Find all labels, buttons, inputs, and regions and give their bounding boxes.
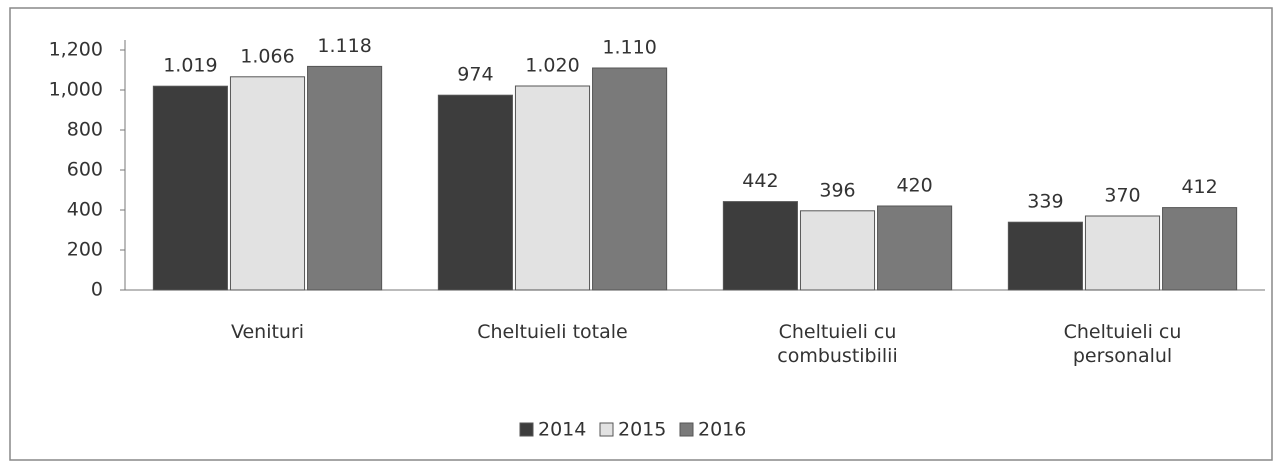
data-label: 1.066 — [240, 45, 294, 67]
x-tick-label: Venituri — [230, 321, 305, 343]
bar — [877, 205, 953, 291]
y-tick-label: 1,200 — [49, 39, 103, 61]
bar — [722, 201, 798, 291]
x-label-box: Venituri — [230, 321, 305, 343]
bar — [1084, 215, 1161, 291]
y-tick-label: 600 — [67, 159, 103, 181]
data-label: 412 — [1181, 176, 1217, 198]
x-label-box: Cheltuieli totale — [477, 321, 628, 343]
legend-swatch — [679, 422, 694, 437]
bar — [514, 85, 591, 291]
bar — [592, 67, 668, 291]
legend-swatch — [599, 422, 614, 437]
y-tick-label: 0 — [91, 279, 103, 301]
x-tick-label: Cheltuieli cu combustibilii — [777, 321, 898, 367]
legend-swatch — [519, 422, 534, 437]
bar — [1162, 207, 1238, 291]
data-label: 339 — [1027, 191, 1063, 213]
y-tick-label: 400 — [67, 199, 103, 221]
y-tick-label: 200 — [67, 239, 103, 261]
legend-label: 2015 — [618, 419, 666, 441]
bar — [307, 65, 383, 291]
x-label-box: Cheltuieli cu combustibilii — [777, 321, 898, 367]
bar — [229, 76, 306, 291]
y-tick-label: 1,000 — [49, 79, 103, 101]
data-label: 1.019 — [163, 55, 217, 77]
data-label: 1.118 — [317, 35, 371, 57]
x-label-box: Cheltuieli cu personalul — [1063, 321, 1182, 367]
legend-label: 2016 — [698, 419, 746, 441]
y-tick-label: 800 — [67, 119, 103, 141]
bar — [152, 85, 228, 291]
data-label: 396 — [819, 179, 855, 201]
x-tick-label: Cheltuieli cu personalul — [1063, 321, 1182, 367]
x-tick-label: Cheltuieli totale — [477, 321, 628, 343]
data-label: 370 — [1104, 185, 1140, 207]
bar — [437, 94, 513, 291]
data-label: 1.110 — [602, 37, 656, 59]
data-label: 974 — [457, 64, 493, 86]
bar — [799, 210, 876, 291]
data-label: 420 — [896, 175, 932, 197]
data-label: 442 — [742, 170, 778, 192]
data-label: 1.020 — [525, 55, 579, 77]
bar — [1007, 221, 1083, 291]
legend-label: 2014 — [538, 419, 586, 441]
